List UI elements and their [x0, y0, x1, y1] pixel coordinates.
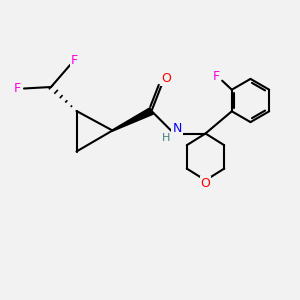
- Text: F: F: [70, 54, 78, 68]
- Text: H: H: [162, 133, 171, 143]
- Polygon shape: [112, 108, 153, 131]
- Text: F: F: [213, 70, 220, 83]
- Text: O: O: [161, 72, 171, 86]
- Text: O: O: [201, 177, 210, 190]
- Text: F: F: [14, 82, 21, 95]
- Text: N: N: [172, 122, 182, 136]
